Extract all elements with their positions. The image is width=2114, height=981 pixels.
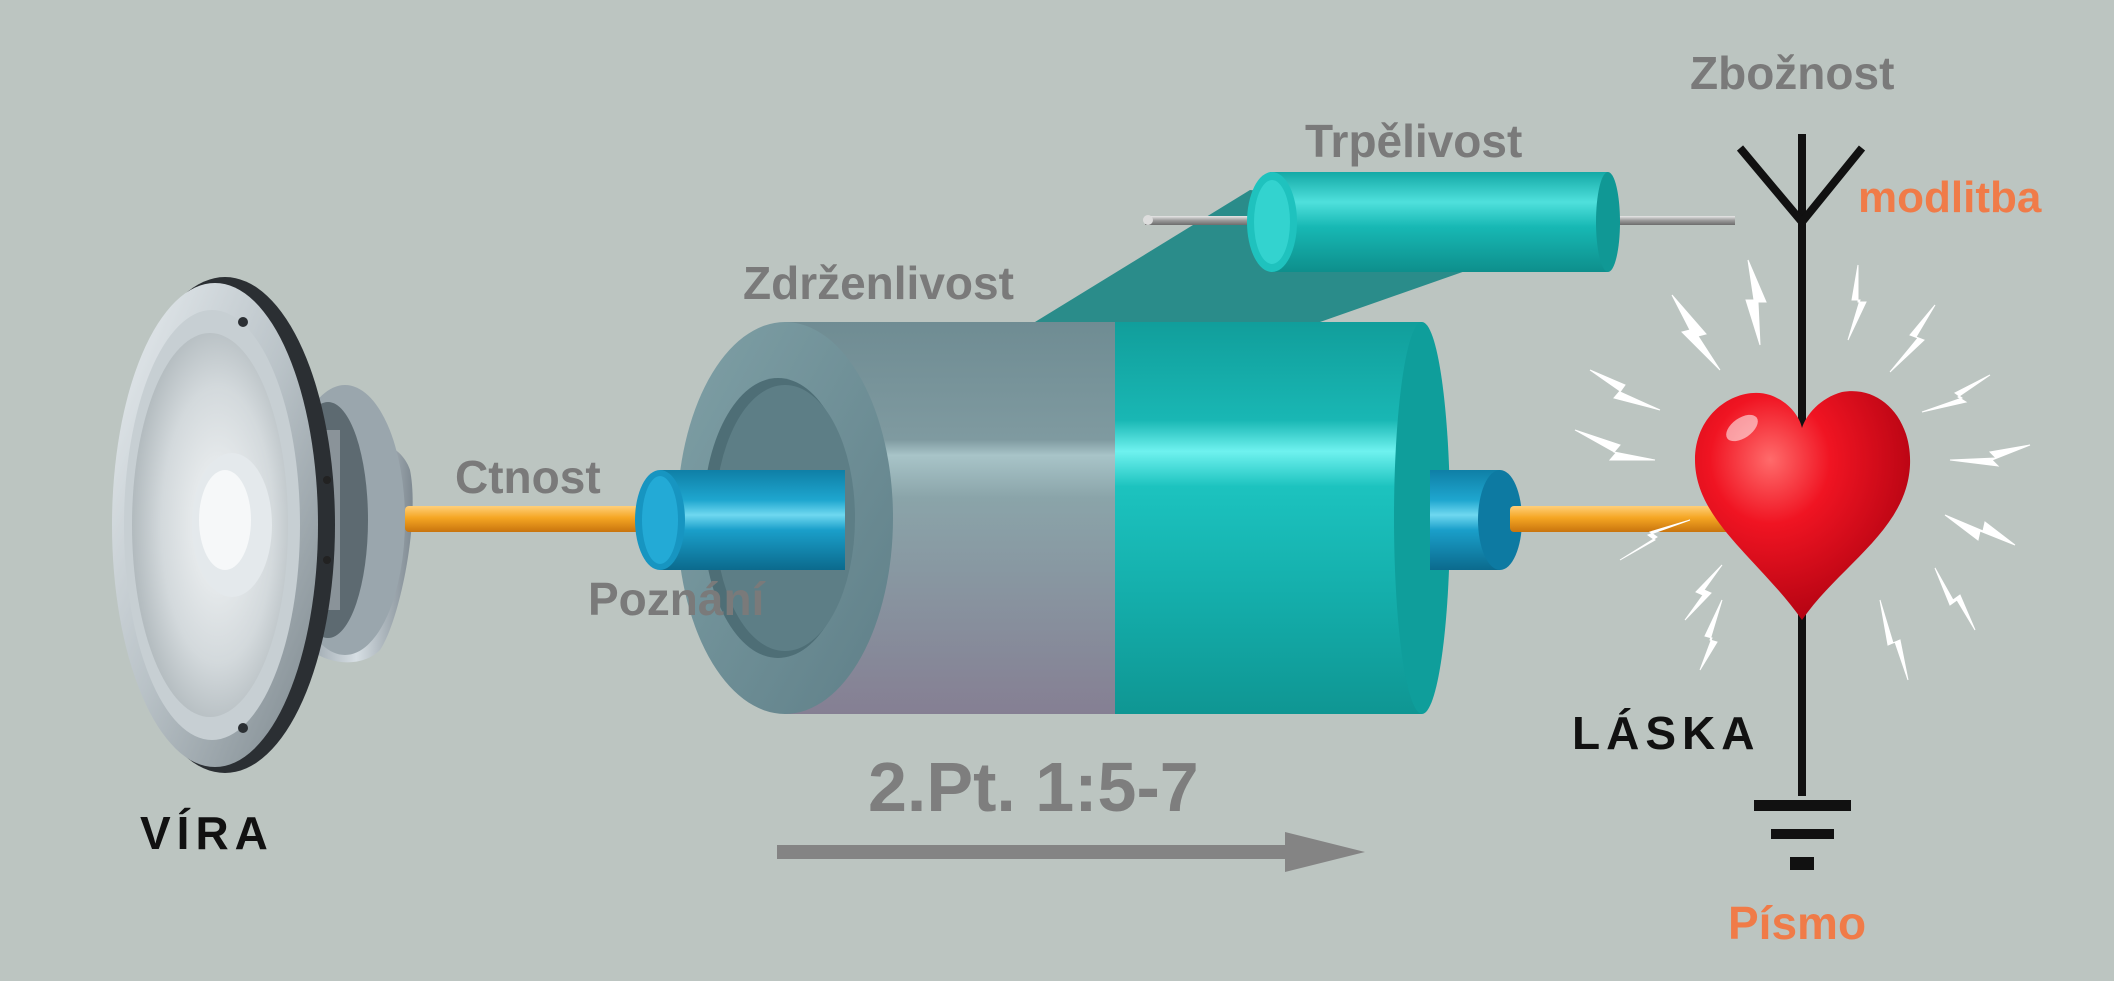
- sparks-icon: [1574, 259, 2031, 681]
- small-cylinder: [1143, 172, 1735, 272]
- left-wire: [405, 506, 663, 532]
- label-reference: 2.Pt. 1:5-7: [868, 748, 1199, 826]
- label-ctnost: Ctnost: [455, 451, 601, 503]
- label-poznani: Poznání: [588, 573, 765, 625]
- label-laska: LÁSKA: [1572, 707, 1761, 759]
- label-zboznost: Zbožnost: [1690, 47, 1895, 99]
- arrow-right-icon: [777, 832, 1365, 872]
- speaker-icon: [112, 277, 413, 773]
- label-trpelivost: Trpělivost: [1305, 115, 1523, 167]
- label-modlitba: modlitba: [1858, 173, 2042, 222]
- label-zdrzenlivost: Zdrženlivost: [743, 257, 1014, 309]
- heart-icon: [1695, 391, 1911, 620]
- label-pismo: Písmo: [1728, 897, 1867, 949]
- ground-icon: [1754, 800, 1851, 870]
- main-cylinder: [677, 322, 1450, 714]
- heart-highlight: [1726, 414, 1758, 442]
- core-rod: [635, 470, 1522, 570]
- right-wire: [1510, 506, 1750, 532]
- label-vira: VÍRA: [140, 807, 274, 859]
